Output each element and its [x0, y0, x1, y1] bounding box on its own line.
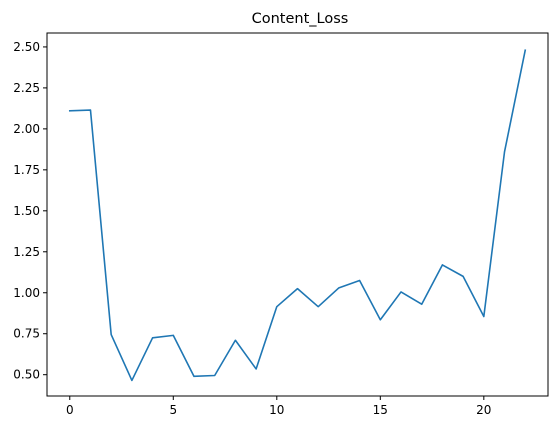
y-tick-label: 2.50: [13, 40, 40, 54]
y-tick-label: 0.50: [13, 368, 40, 382]
series-line-0: [68, 49, 527, 382]
chart-title: Content_Loss: [252, 11, 349, 27]
x-tick-label: 20: [476, 403, 491, 417]
y-axis: 0.50 0.75 1.00 1.25 1.50 1.75 2.00 2.25 2.50: [13, 40, 47, 382]
axes-frame: [46, 32, 549, 397]
x-tick-label: 5: [169, 403, 177, 417]
plot-area: [68, 49, 527, 382]
x-tick-label: 10: [269, 403, 284, 417]
y-tick-label: 1.25: [13, 245, 40, 259]
x-tick-label: 15: [373, 403, 388, 417]
y-tick-label: 2.25: [13, 81, 40, 95]
y-tick-label: 0.75: [13, 327, 40, 341]
x-tick-label: 0: [66, 403, 74, 417]
y-tick-label: 1.50: [13, 204, 40, 218]
y-tick-label: 1.00: [13, 286, 40, 300]
y-tick-label: 1.75: [13, 163, 40, 177]
x-axis: 0 5 10 15 20: [66, 396, 491, 417]
y-tick-label: 2.00: [13, 122, 40, 136]
